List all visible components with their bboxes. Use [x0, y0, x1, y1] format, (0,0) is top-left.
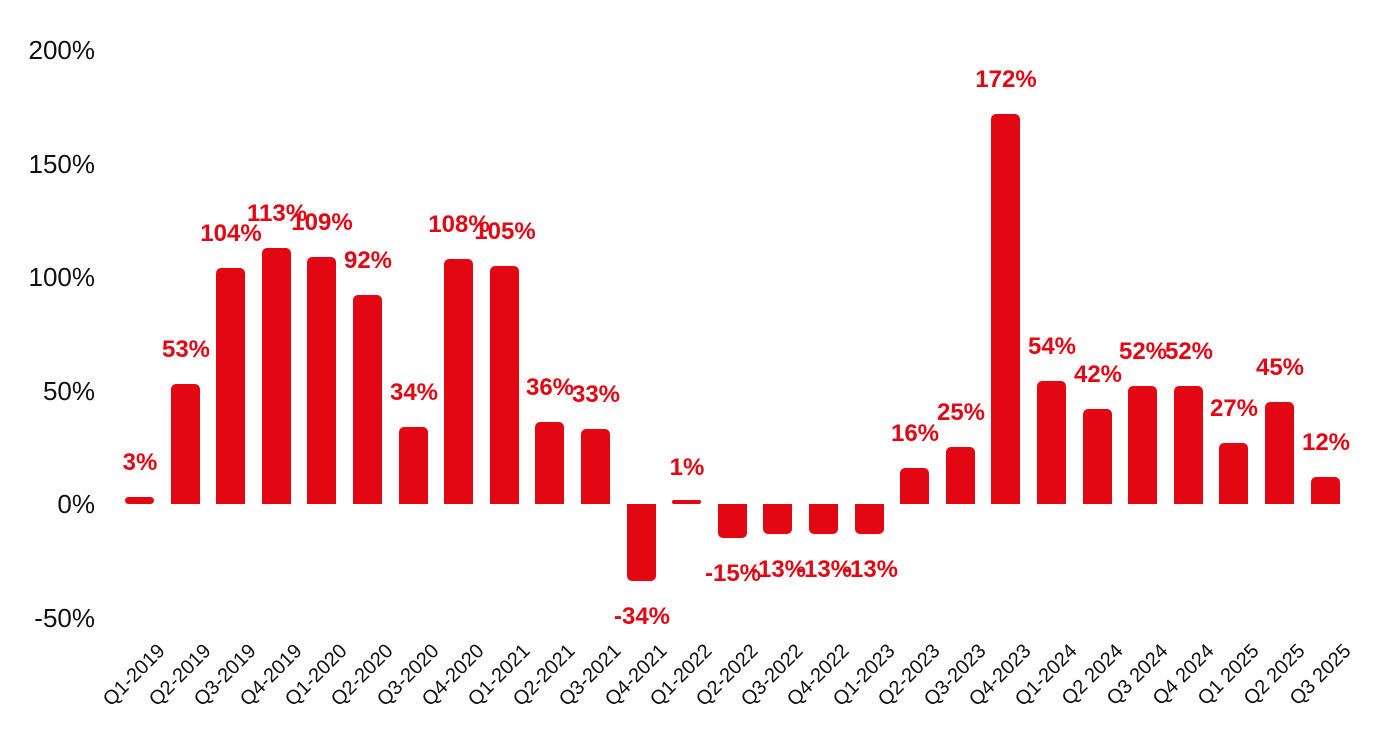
y-axis-tick-label: 150%	[28, 149, 96, 179]
data-label: 52%	[1164, 338, 1214, 365]
y-axis-tick-label: -50%	[34, 603, 95, 633]
data-label: 42%	[1073, 360, 1123, 388]
data-label: 34%	[389, 378, 439, 406]
bar-q1-2019	[125, 497, 154, 504]
y-axis-tick-label: 200%	[28, 35, 96, 65]
data-label: -13%	[795, 555, 853, 583]
y-axis-tick-label: 100%	[28, 262, 96, 292]
data-label: 113%	[246, 199, 308, 227]
bar-q3-2019	[216, 267, 245, 504]
bar-q3-2024	[1128, 386, 1157, 504]
bar-q4-2019	[262, 247, 291, 504]
data-label: 16%	[890, 419, 940, 447]
data-label: 25%	[936, 399, 986, 427]
data-label: 172%	[975, 65, 1037, 93]
bar-q1-2023	[855, 504, 884, 534]
bar-q2-2020	[353, 295, 382, 504]
data-label: 36%	[525, 374, 575, 402]
bar-q2-2024	[1083, 408, 1112, 504]
data-label: -13%	[841, 555, 899, 583]
y-axis-tick-label: 0%	[57, 489, 95, 519]
data-label: 1%	[669, 453, 705, 481]
data-label: -13%	[749, 555, 807, 583]
bar-q2-2021	[535, 422, 564, 504]
bar-q4-2020	[444, 258, 473, 504]
data-label: 33%	[571, 381, 621, 409]
bar-q1-2022	[672, 500, 701, 504]
data-label: -34%	[613, 603, 671, 631]
data-label: 53%	[161, 335, 211, 363]
bar-q4-2021	[627, 504, 656, 582]
bar-q3-2023	[946, 447, 975, 505]
data-label: 3%	[122, 449, 158, 477]
data-label: 109%	[291, 208, 353, 236]
data-label: 108%	[428, 210, 490, 238]
bar-q4-2023	[991, 113, 1020, 504]
data-label: 45%	[1255, 353, 1305, 381]
bar-q3-2020	[399, 426, 428, 504]
data-label: 54%	[1027, 333, 1077, 361]
data-label: 27%	[1209, 394, 1259, 422]
bar-q2-2019	[171, 383, 200, 504]
bar-q1-2021	[490, 265, 519, 504]
data-label: 52%	[1118, 338, 1168, 365]
data-label: 92%	[343, 247, 393, 275]
bar-q1-2020	[307, 256, 336, 504]
bar-q3-2022	[763, 504, 792, 534]
bar-q1-2024	[1037, 381, 1066, 504]
data-label: 104%	[200, 219, 262, 247]
data-label: 12%	[1301, 428, 1351, 456]
bar-q3-2025	[1311, 476, 1340, 504]
bar-q4-2022	[809, 504, 838, 534]
bar-q2-2022	[718, 504, 747, 538]
data-label: 105%	[474, 217, 536, 245]
y-axis-tick-label: 50%	[42, 376, 95, 406]
bar-q1-2025	[1219, 442, 1248, 504]
data-label: -15%	[704, 560, 762, 587]
bar-q2-2023	[900, 467, 929, 504]
bar-q4-2024	[1174, 386, 1203, 504]
bar-q2-2025	[1265, 401, 1294, 505]
bar-q3-2021	[581, 429, 610, 504]
